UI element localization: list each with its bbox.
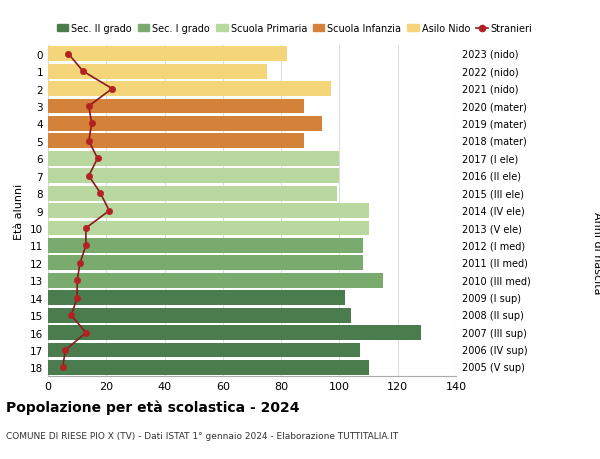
Text: 2008 (II sup): 2008 (II sup) [461,310,524,320]
Text: 2005 (V sup): 2005 (V sup) [461,363,524,373]
Text: 2006 (IV sup): 2006 (IV sup) [461,345,527,355]
Bar [48,117,322,132]
Text: 2018 (mater): 2018 (mater) [461,137,526,146]
Bar [48,65,266,79]
Text: 2015 (III ele): 2015 (III ele) [461,189,524,199]
Bar [48,291,345,306]
Text: 2013 (V ele): 2013 (V ele) [461,224,521,234]
Text: COMUNE DI RIESE PIO X (TV) - Dati ISTAT 1° gennaio 2024 - Elaborazione TUTTITALI: COMUNE DI RIESE PIO X (TV) - Dati ISTAT … [6,431,398,441]
Bar [48,186,337,201]
Bar [48,100,304,114]
Text: 2011 (II med): 2011 (II med) [461,258,527,269]
Bar [48,239,363,253]
Text: 2019 (mater): 2019 (mater) [461,119,526,129]
Bar [48,82,331,97]
Text: 2007 (III sup): 2007 (III sup) [461,328,527,338]
Text: 2012 (I med): 2012 (I med) [461,241,525,251]
Bar [48,325,421,340]
Bar [48,204,368,218]
Text: 2021 (nido): 2021 (nido) [461,84,518,95]
Text: 2022 (nido): 2022 (nido) [461,67,518,77]
Y-axis label: Età alunni: Età alunni [14,183,25,239]
Bar [48,151,340,166]
Bar [48,360,368,375]
Text: 2017 (I ele): 2017 (I ele) [461,154,518,164]
Bar [48,343,360,358]
Bar [48,308,351,323]
Text: 2020 (mater): 2020 (mater) [461,102,527,112]
Text: 2014 (IV ele): 2014 (IV ele) [461,206,524,216]
Bar [48,134,304,149]
Text: Popolazione per età scolastica - 2024: Popolazione per età scolastica - 2024 [6,399,299,414]
Text: Anni di nascita: Anni di nascita [592,211,600,293]
Bar [48,169,340,184]
Bar [48,256,363,271]
Bar [48,221,368,236]
Text: 2009 (I sup): 2009 (I sup) [461,293,521,303]
Bar [48,273,383,288]
Text: 2010 (III med): 2010 (III med) [461,276,530,285]
Text: 2023 (nido): 2023 (nido) [461,50,518,60]
Text: 2016 (II ele): 2016 (II ele) [461,171,521,181]
Bar [48,47,287,62]
Legend: Sec. II grado, Sec. I grado, Scuola Primaria, Scuola Infanzia, Asilo Nido, Stran: Sec. II grado, Sec. I grado, Scuola Prim… [53,20,536,38]
